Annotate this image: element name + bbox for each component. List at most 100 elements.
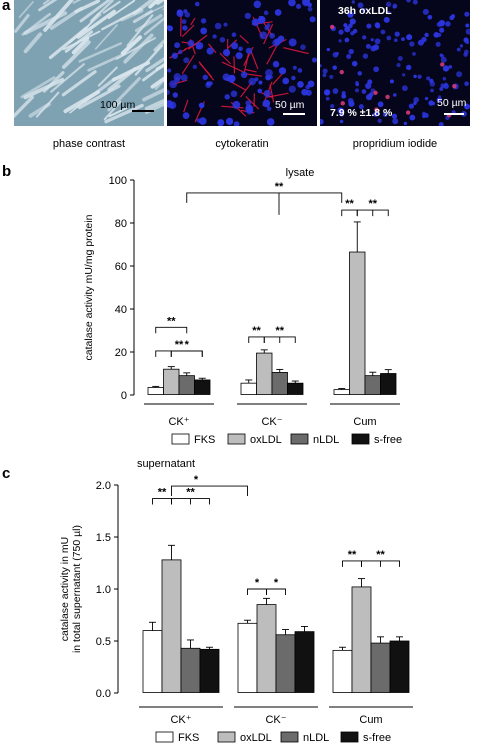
bar xyxy=(332,649,353,693)
nucleus xyxy=(300,44,306,50)
nucleus xyxy=(394,31,400,37)
nucleus xyxy=(176,9,183,16)
significance-mark: * xyxy=(274,577,279,589)
y-tick-label: 20 xyxy=(115,347,127,359)
nucleus xyxy=(344,37,350,43)
cytokeratin-filament xyxy=(181,24,195,38)
cytokeratin-filament xyxy=(219,52,231,65)
bracket-line xyxy=(186,192,343,203)
nucleus xyxy=(172,92,179,98)
bracket-line xyxy=(170,350,203,357)
cytokeratin-filament xyxy=(233,56,236,74)
nucleus xyxy=(459,44,464,48)
y-tick-label: 100 xyxy=(109,175,127,187)
significance-mark: ** xyxy=(252,325,261,337)
bar xyxy=(271,372,288,395)
pi-positive-nucleus xyxy=(329,24,335,30)
cytokeratin-filament xyxy=(246,73,263,77)
nucleus xyxy=(330,104,335,109)
cytokeratin-filament xyxy=(266,44,278,65)
nucleus xyxy=(329,74,334,79)
nucleus xyxy=(394,38,398,42)
nucleus xyxy=(373,66,380,73)
pi-positive-nucleus xyxy=(385,94,390,100)
pi-title: 36h oxLDL xyxy=(338,5,392,17)
nucleus xyxy=(449,15,455,21)
nucleus xyxy=(337,107,344,114)
legend-label: s-free xyxy=(363,732,391,743)
bar xyxy=(364,375,381,395)
legend-label: oxLDL xyxy=(250,434,282,446)
cytokeratin-filament xyxy=(198,61,215,81)
nucleus xyxy=(222,73,230,81)
nucleus xyxy=(366,23,372,29)
phase-cell xyxy=(97,66,118,87)
nucleus xyxy=(297,68,303,73)
cytokeratin-filament xyxy=(181,54,195,75)
nucleus xyxy=(240,71,248,79)
significance-mark: * xyxy=(255,577,260,589)
phase-cell xyxy=(142,88,164,102)
pi-positive-nucleus xyxy=(374,107,379,112)
nucleus xyxy=(426,76,431,81)
nucleus xyxy=(442,77,447,81)
legend-swatch xyxy=(217,731,236,743)
y-tick-label: 60 xyxy=(115,261,127,273)
nucleus xyxy=(167,68,172,73)
nucleus xyxy=(343,23,348,28)
nucleus xyxy=(208,81,213,86)
nucleus xyxy=(258,80,263,85)
nucleus xyxy=(389,79,394,84)
supernatant-chart: supernatant 0.0 0.5 1.0 1.5 2.0 catalase activ… xyxy=(59,458,413,743)
nucleus xyxy=(320,118,324,125)
chart-title: supernatant xyxy=(137,458,195,470)
bracket-line xyxy=(155,350,203,357)
cyto-bg xyxy=(167,0,317,126)
significance-mark: * xyxy=(185,339,190,351)
nucleus xyxy=(311,57,317,63)
phase-cell xyxy=(85,12,100,30)
bracket-line xyxy=(248,336,265,343)
bar xyxy=(294,631,315,693)
nucleus xyxy=(362,53,369,59)
phase-cell xyxy=(104,103,144,124)
nucleus xyxy=(431,101,436,106)
bar xyxy=(178,375,195,395)
significance-bracket: ** xyxy=(341,198,358,217)
nucleus xyxy=(405,64,412,71)
category-label: Cum xyxy=(353,416,376,428)
y-axis-label: catalase activity in mU xyxy=(59,537,71,641)
nucleus xyxy=(344,26,351,33)
significance-bracket: ** xyxy=(155,315,188,334)
phase-cell xyxy=(155,63,164,71)
y-tick-label: 1.0 xyxy=(96,584,111,596)
nucleus xyxy=(440,83,446,89)
bracket-line xyxy=(341,209,358,217)
pi-positive-nucleus xyxy=(340,101,345,106)
significance-mark: ** xyxy=(158,487,167,499)
cytokeratin-filament xyxy=(190,17,196,26)
cytokeratin-filament xyxy=(245,96,260,110)
bar xyxy=(163,368,180,395)
nucleus xyxy=(465,28,470,35)
nucleus xyxy=(401,85,408,92)
cytokeratin-filament xyxy=(183,99,189,113)
phase-cell xyxy=(126,14,154,47)
bracket-line xyxy=(361,560,400,567)
nucleus xyxy=(438,20,445,27)
phase-cell xyxy=(144,102,164,114)
nucleus xyxy=(463,52,468,57)
phase-cell xyxy=(148,0,161,9)
nucleus xyxy=(424,96,429,101)
nucleus xyxy=(349,18,356,25)
nucleus xyxy=(272,60,280,68)
nucleus xyxy=(440,56,447,63)
nucleus xyxy=(338,39,342,43)
y-tick-label: 40 xyxy=(115,304,127,316)
significance-mark: ** xyxy=(376,549,385,561)
phase-cell xyxy=(14,14,30,33)
bar xyxy=(142,630,163,693)
bar xyxy=(380,373,397,395)
bar xyxy=(333,389,350,395)
nucleus xyxy=(367,79,373,85)
